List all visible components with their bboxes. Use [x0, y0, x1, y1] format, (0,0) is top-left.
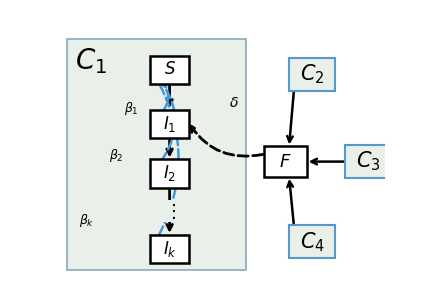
Text: $C_3$: $C_3$ — [357, 150, 381, 174]
Text: $C_2$: $C_2$ — [300, 63, 324, 86]
Text: $\vdots$: $\vdots$ — [163, 202, 175, 221]
FancyBboxPatch shape — [345, 145, 392, 178]
FancyBboxPatch shape — [150, 110, 190, 138]
FancyBboxPatch shape — [289, 58, 336, 91]
Text: $\beta_k$: $\beta_k$ — [79, 212, 94, 229]
FancyBboxPatch shape — [150, 56, 190, 84]
Text: $F$: $F$ — [279, 153, 292, 171]
Text: $C_1$: $C_1$ — [75, 46, 107, 76]
Text: $C_4$: $C_4$ — [300, 230, 325, 253]
FancyBboxPatch shape — [67, 39, 246, 270]
Text: $\beta_2$: $\beta_2$ — [109, 147, 124, 164]
Text: $I_1$: $I_1$ — [163, 114, 176, 134]
FancyBboxPatch shape — [150, 159, 190, 188]
Text: $\beta_1$: $\beta_1$ — [124, 100, 139, 117]
FancyBboxPatch shape — [150, 235, 190, 263]
Text: $S$: $S$ — [163, 61, 175, 78]
Text: $I_k$: $I_k$ — [163, 239, 177, 259]
FancyBboxPatch shape — [264, 146, 307, 177]
Text: $\delta$: $\delta$ — [229, 96, 239, 110]
Text: $I_2$: $I_2$ — [163, 163, 176, 183]
FancyBboxPatch shape — [289, 225, 336, 258]
